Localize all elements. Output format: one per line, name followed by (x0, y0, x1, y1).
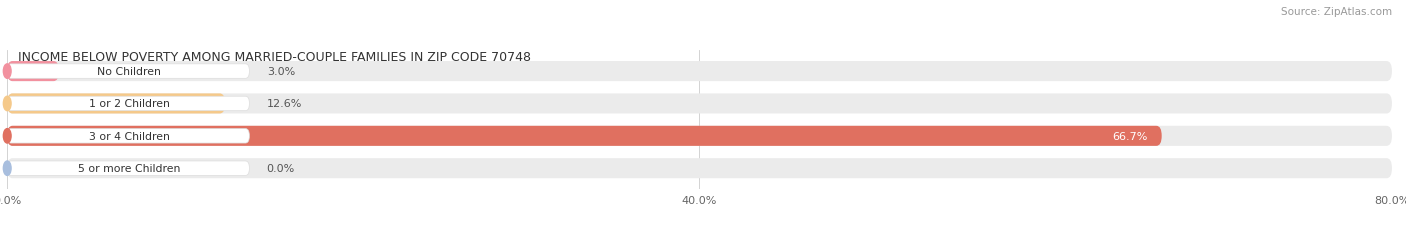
Text: 3 or 4 Children: 3 or 4 Children (89, 131, 170, 141)
Text: 0.0%: 0.0% (267, 164, 295, 173)
Circle shape (3, 97, 11, 111)
FancyBboxPatch shape (7, 62, 59, 82)
FancyBboxPatch shape (7, 97, 249, 111)
FancyBboxPatch shape (7, 94, 1392, 114)
FancyBboxPatch shape (7, 94, 225, 114)
Text: Source: ZipAtlas.com: Source: ZipAtlas.com (1281, 7, 1392, 17)
FancyBboxPatch shape (7, 129, 249, 143)
Circle shape (3, 161, 11, 176)
Text: 1 or 2 Children: 1 or 2 Children (89, 99, 170, 109)
Text: 3.0%: 3.0% (267, 67, 295, 77)
FancyBboxPatch shape (7, 158, 1392, 179)
FancyBboxPatch shape (7, 65, 249, 79)
FancyBboxPatch shape (7, 161, 249, 176)
FancyBboxPatch shape (7, 62, 1392, 82)
Text: 12.6%: 12.6% (267, 99, 302, 109)
Text: INCOME BELOW POVERTY AMONG MARRIED-COUPLE FAMILIES IN ZIP CODE 70748: INCOME BELOW POVERTY AMONG MARRIED-COUPL… (18, 51, 531, 64)
Text: No Children: No Children (97, 67, 162, 77)
Text: 66.7%: 66.7% (1112, 131, 1147, 141)
Text: 5 or more Children: 5 or more Children (79, 164, 180, 173)
FancyBboxPatch shape (7, 126, 1161, 146)
Circle shape (3, 129, 11, 143)
Circle shape (3, 65, 11, 79)
FancyBboxPatch shape (7, 126, 1392, 146)
